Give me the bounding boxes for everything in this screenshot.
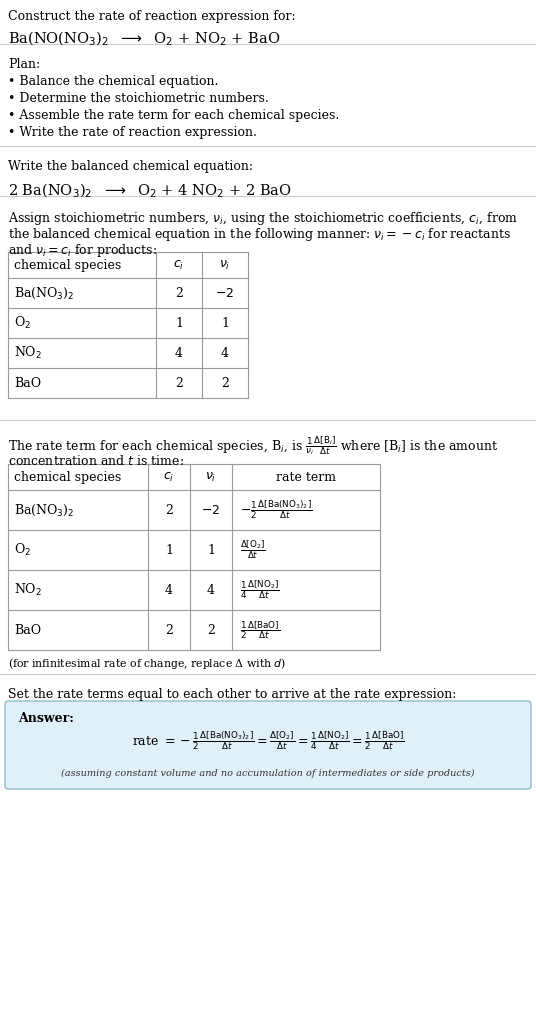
Text: O$_2$: O$_2$ [14,542,31,558]
Text: 1: 1 [175,317,183,329]
Text: NO$_2$: NO$_2$ [14,345,42,361]
Text: 4: 4 [207,584,215,597]
Text: chemical species: chemical species [14,470,121,483]
Text: Set the rate terms equal to each other to arrive at the rate expression:: Set the rate terms equal to each other t… [8,688,456,701]
Text: • Determine the stoichiometric numbers.: • Determine the stoichiometric numbers. [8,92,269,105]
Text: 4: 4 [165,584,173,597]
Text: 1: 1 [165,544,173,557]
Text: $\nu_i$: $\nu_i$ [205,470,217,483]
Text: The rate term for each chemical species, B$_i$, is $\frac{1}{\nu_i}\frac{\Delta[: The rate term for each chemical species,… [8,434,498,457]
Text: • Write the rate of reaction expression.: • Write the rate of reaction expression. [8,126,257,139]
Text: $\frac{1}{2}\frac{\Delta[\mathrm{BaO}]}{\Delta t}$: $\frac{1}{2}\frac{\Delta[\mathrm{BaO}]}{… [240,619,280,641]
Text: Answer:: Answer: [18,712,74,725]
Text: Construct the rate of reaction expression for:: Construct the rate of reaction expressio… [8,10,296,24]
Text: Plan:: Plan: [8,58,40,71]
Text: Ba(NO$_3$)$_2$: Ba(NO$_3$)$_2$ [14,503,75,517]
Text: concentration and $t$ is time:: concentration and $t$ is time: [8,454,184,468]
Text: BaO: BaO [14,623,41,637]
Text: 2: 2 [175,376,183,389]
Text: $\frac{\Delta[\mathrm{O_2}]}{\Delta t}$: $\frac{\Delta[\mathrm{O_2}]}{\Delta t}$ [240,539,266,561]
Text: 2 Ba(NO$_3$)$_2$  $\longrightarrow$  O$_2$ + 4 NO$_2$ + 2 BaO: 2 Ba(NO$_3$)$_2$ $\longrightarrow$ O$_2$… [8,182,292,200]
Text: Ba(NO$_3$)$_2$: Ba(NO$_3$)$_2$ [14,285,75,300]
Text: Assign stoichiometric numbers, $\nu_i$, using the stoichiometric coefficients, $: Assign stoichiometric numbers, $\nu_i$, … [8,210,518,227]
Text: • Balance the chemical equation.: • Balance the chemical equation. [8,75,218,88]
Text: (for infinitesimal rate of change, replace Δ with $d$): (for infinitesimal rate of change, repla… [8,656,286,671]
Text: 1: 1 [207,544,215,557]
Text: 2: 2 [165,504,173,516]
Text: $-2$: $-2$ [202,504,220,516]
Text: 2: 2 [175,286,183,299]
Text: NO$_2$: NO$_2$ [14,582,42,598]
Text: $-2$: $-2$ [215,286,235,299]
Text: Write the balanced chemical equation:: Write the balanced chemical equation: [8,160,253,173]
Text: chemical species: chemical species [14,259,121,272]
Text: 1: 1 [221,317,229,329]
Text: 2: 2 [207,623,215,637]
Text: $\nu_i$: $\nu_i$ [219,259,230,272]
Text: 4: 4 [175,346,183,360]
Text: $\frac{1}{4}\frac{\Delta[\mathrm{NO_2}]}{\Delta t}$: $\frac{1}{4}\frac{\Delta[\mathrm{NO_2}]}… [240,578,280,601]
Text: $-\frac{1}{2}\frac{\Delta[\mathrm{Ba(NO_3)_2}]}{\Delta t}$: $-\frac{1}{2}\frac{\Delta[\mathrm{Ba(NO_… [240,499,312,521]
Text: BaO: BaO [14,376,41,389]
Text: $c_i$: $c_i$ [173,259,184,272]
Text: and $\nu_i = c_i$ for products:: and $\nu_i = c_i$ for products: [8,242,157,259]
Text: 4: 4 [221,346,229,360]
Text: O$_2$: O$_2$ [14,315,31,331]
Text: rate $= -\frac{1}{2}\frac{\Delta[\mathrm{Ba(NO_3)_2}]}{\Delta t} = \frac{\Delta[: rate $= -\frac{1}{2}\frac{\Delta[\mathrm… [131,730,405,752]
Text: (assuming constant volume and no accumulation of intermediates or side products): (assuming constant volume and no accumul… [61,769,475,778]
Text: rate term: rate term [276,470,336,483]
Text: the balanced chemical equation in the following manner: $\nu_i = -c_i$ for react: the balanced chemical equation in the fo… [8,226,511,243]
Text: 2: 2 [221,376,229,389]
Text: $c_i$: $c_i$ [163,470,175,483]
FancyBboxPatch shape [5,701,531,789]
Text: 2: 2 [165,623,173,637]
Text: • Assemble the rate term for each chemical species.: • Assemble the rate term for each chemic… [8,109,339,122]
Text: Ba(NO(NO$_3$)$_2$  $\longrightarrow$  O$_2$ + NO$_2$ + BaO: Ba(NO(NO$_3$)$_2$ $\longrightarrow$ O$_2… [8,30,280,48]
